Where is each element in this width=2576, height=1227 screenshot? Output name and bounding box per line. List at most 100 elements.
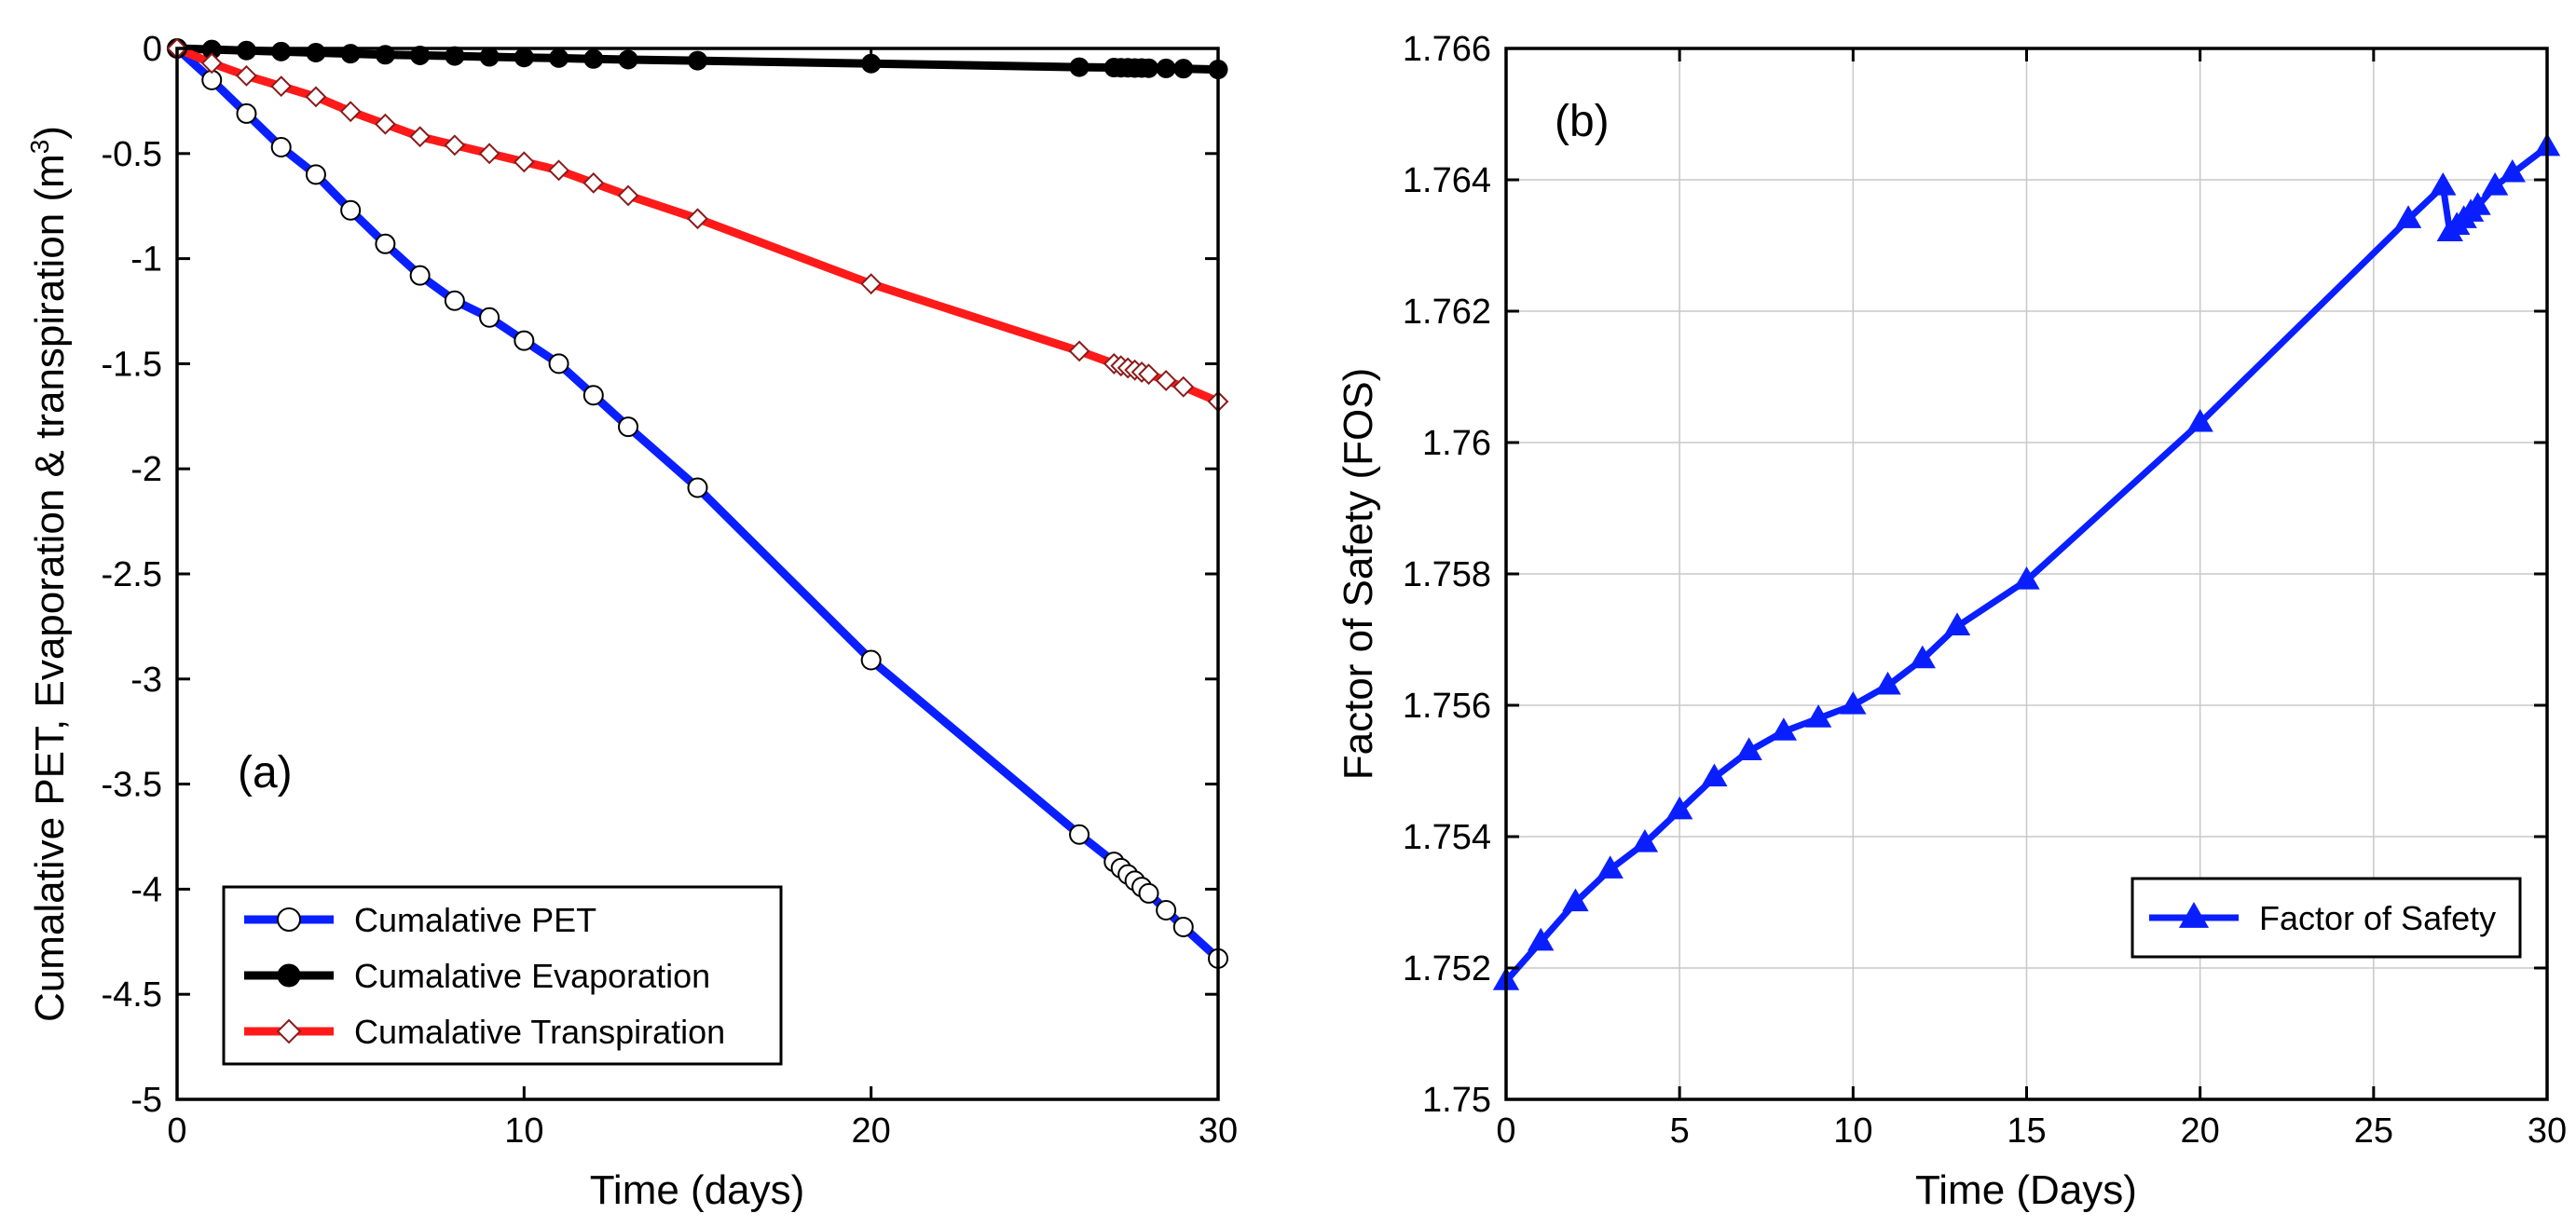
chart-a-data-point [514, 330, 535, 351]
chart-a-legend-marker [277, 907, 301, 932]
chart-b-data-point [1735, 737, 1762, 760]
chart-a-y-tick-label: -2 [130, 450, 162, 489]
chart-a-data-point [410, 45, 431, 65]
chart-b-x-tick-label: 25 [2354, 1111, 2393, 1151]
chart-a-data-point [375, 45, 395, 65]
chart-a-data-point [687, 208, 708, 230]
chart-b-y-axis-title: Factor of Safety (FOS) [1336, 368, 1381, 781]
chart-a-data-point [409, 126, 432, 148]
chart-a-legend-label: Cumalative PET [354, 901, 596, 939]
chart-a-data-point [548, 353, 569, 375]
chart-b-legend-marker [2178, 901, 2210, 928]
chart-a-data-point [618, 49, 638, 70]
chart-a-legend-marker [277, 963, 301, 988]
chart-a-data-point [1139, 58, 1159, 78]
chart-b-x-tick-label: 20 [2181, 1111, 2220, 1151]
chart-a-data-point [409, 265, 431, 286]
chart-a-y-tick-label: -4 [130, 870, 162, 909]
chart-a-data-point [582, 171, 605, 194]
chart-a-legend-label: Cumalative Transpiration [354, 1013, 725, 1051]
chart-a-data-point [305, 86, 327, 108]
chart-a-x-tick-label: 20 [852, 1111, 891, 1151]
chart-b-x-tick-label: 0 [1496, 1111, 1515, 1151]
chart-a-data-point [270, 137, 292, 158]
chart-a-data-point [478, 143, 500, 165]
chart-a-legend-marker [276, 1018, 302, 1044]
chart-a-y-tick-label: -0.5 [102, 135, 162, 174]
chart-a-data-point [444, 290, 465, 311]
chart-a-data-point [1068, 340, 1090, 362]
chart-a-y-axis-title-superscript: 3 [25, 140, 54, 155]
chart-b-data-point [1909, 645, 1936, 669]
chart-a-y-tick-label: -4.5 [102, 975, 162, 1015]
chart-b-y-tick-label: 1.766 [1403, 30, 1491, 69]
chart-b-data-point [2186, 408, 2213, 432]
chart-a-data-point [340, 199, 362, 221]
chart-b-data-point [2499, 158, 2526, 183]
chart-a-data-point [618, 416, 639, 438]
chart-a-data-point [1173, 59, 1194, 79]
chart-b-data-point [1528, 927, 1555, 951]
chart-b-legend: Factor of Safety [2131, 877, 2522, 959]
chart-a-y-axis-title: Cumalative PET, Evaporation & transpirat… [25, 126, 73, 1022]
chart-b-data-point [1666, 796, 1693, 820]
chart-b-x-tick-label: 5 [1670, 1111, 1690, 1151]
chart-b-data-point [1874, 671, 1901, 695]
chart-a-data-point [549, 48, 569, 68]
chart-a-data-point [1172, 917, 1194, 938]
chart-a-data-point [236, 40, 256, 61]
chart-b-data-point [1562, 888, 1589, 912]
chart-a-x-tick-label: 0 [167, 1111, 186, 1151]
chart-a-data-point [445, 46, 465, 66]
chart-a-data-point [374, 113, 396, 135]
chart-b-data-point [1770, 717, 1798, 741]
chart-b-data-point [1804, 704, 1832, 728]
chart-b-legend-label: Factor of Safety [2259, 899, 2496, 937]
chart-a-y-tick-label: 0 [143, 30, 162, 69]
chart-a-data-point [687, 477, 708, 498]
chart-a-series-layer [166, 37, 1229, 969]
chart-a-legend-label: Cumalative Evaporation [354, 957, 710, 995]
chart-b-x-tick-label: 10 [1833, 1111, 1872, 1151]
chart-a-data-point [444, 134, 466, 157]
chart-a-data-point [236, 64, 257, 87]
chart-b-data-point [1701, 763, 1728, 787]
chart-b-y-tick-label: 1.752 [1403, 949, 1491, 988]
chart-a-y-tick-label: -1.5 [102, 345, 162, 384]
chart-a-y-tick-label: -3 [130, 661, 162, 700]
chart-b: 0 5 10 15 20 25 30 1.75 1.752 1.754 1.756 1.758 1.76… [1336, 30, 2567, 1213]
chart-b-y-tick-label: 1.764 [1403, 161, 1491, 200]
chart-b-y-tick-label: 1.758 [1403, 555, 1491, 594]
chart-a-y-tick-label: -2.5 [102, 555, 162, 594]
chart-a-data-point [1155, 370, 1177, 391]
chart-a-y-tick-label: -3.5 [102, 766, 162, 805]
chart-b-data-point [1943, 612, 1971, 635]
chart-a-y-tick-label: -1 [130, 240, 162, 279]
chart-b-y-tick-label: 1.76 [1422, 424, 1491, 463]
chart-a: 0 10 20 30 0 -0.5 -1 -1.5 -2 -2.5 -3 -3.5 -4 -4.5 -5 (… [25, 30, 1238, 1213]
chart-b-y-tick-label: 1.754 [1403, 818, 1491, 857]
chart-a-data-point [271, 41, 292, 61]
chart-a-data-point [236, 102, 257, 124]
chart-a-data-point [479, 47, 500, 67]
chart-a-data-point [1069, 824, 1090, 845]
chart-b-data-point [2394, 205, 2422, 228]
chart-b-data-point [2481, 172, 2509, 196]
chart-a-y-tick-label: -5 [130, 1081, 162, 1120]
chart-b-data-point [2013, 566, 2040, 590]
chart-b-data-point [2464, 192, 2491, 215]
chart-a-data-point [513, 151, 535, 173]
chart-a-y-axis-title-close: ) [27, 126, 73, 140]
chart-a-data-point [306, 43, 326, 63]
chart-a-data-point [305, 164, 326, 185]
chart-a-y-axis-title-main: Cumalative PET, Evaporation & transpirat… [27, 154, 73, 1022]
chart-a-data-point [339, 101, 362, 123]
chart-a-data-point [688, 50, 707, 71]
chart-a-data-point [617, 184, 639, 207]
chart-b-y-tick-label: 1.75 [1422, 1081, 1491, 1120]
chart-b-data-point [1631, 829, 1659, 852]
chart-a-data-point [1138, 882, 1159, 904]
chart-b-y-tick-label: 1.762 [1403, 293, 1491, 332]
chart-b-y-tick-label: 1.756 [1403, 687, 1491, 726]
chart-a-data-point [1069, 57, 1089, 77]
